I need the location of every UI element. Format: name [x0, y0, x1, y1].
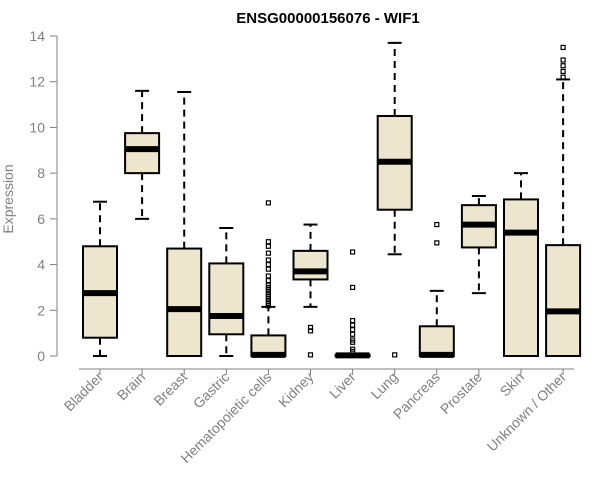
outlier-point	[560, 44, 566, 51]
box-brain	[124, 89, 161, 220]
box-pancreas	[418, 221, 455, 358]
y-tick-label: 12	[29, 74, 45, 90]
x-tick-label: Lung	[367, 369, 400, 402]
outlier-point	[265, 239, 271, 245]
y-tick-label: 4	[37, 257, 45, 273]
outlier-point	[265, 257, 271, 263]
outlier-point	[307, 328, 314, 334]
y-ticks: 0 2 4 6 8 10 12 14	[29, 28, 57, 364]
outlier-point	[434, 221, 440, 228]
y-tick-label: 6	[37, 211, 45, 227]
outlier-point	[350, 284, 356, 291]
y-tick-label: 0	[37, 348, 45, 364]
outlier-point	[350, 348, 356, 355]
box-gastric	[208, 227, 245, 357]
x-tick-label: Liver	[326, 369, 359, 402]
box-breast	[166, 91, 203, 357]
box-kidney	[292, 223, 329, 358]
x-tick-label: Pancreas	[390, 369, 443, 422]
outlier-point	[265, 250, 271, 256]
box-unknown-other	[545, 44, 582, 357]
iqr-box	[208, 262, 245, 336]
box-liver	[334, 249, 371, 359]
iqr-box	[418, 325, 455, 357]
y-axis-label: Expression	[0, 164, 16, 233]
outlier-point	[265, 200, 271, 206]
outlier-point	[350, 327, 356, 333]
outlier-point	[265, 266, 271, 272]
y-tick-label: 8	[37, 165, 45, 181]
y-tick-label: 2	[37, 302, 45, 318]
iqr-box	[292, 249, 329, 281]
boxes	[82, 41, 582, 359]
outlier-point	[265, 303, 271, 309]
x-tick-label: Bladder	[61, 369, 107, 415]
iqr-box	[503, 198, 539, 357]
outlier-point	[350, 331, 356, 337]
outlier-point	[350, 339, 356, 345]
outlier-point	[265, 261, 271, 268]
outlier-point	[265, 273, 271, 279]
x-tick-label: Breast	[150, 369, 190, 409]
x-tick-label: Prostate	[437, 369, 485, 417]
y-tick-label: 14	[29, 28, 45, 44]
outlier-point	[560, 74, 566, 80]
outlier-point	[350, 249, 356, 255]
box-bladder	[82, 200, 118, 357]
iqr-box	[166, 247, 203, 357]
outlier-point	[265, 277, 271, 284]
outlier-point	[265, 243, 271, 249]
box-lung	[376, 41, 413, 358]
iqr-box	[545, 244, 582, 357]
box-hematopoietic-cells	[250, 200, 287, 358]
iqr-box	[124, 132, 161, 175]
outlier-point	[307, 352, 314, 358]
outlier-point	[392, 352, 398, 358]
box-prostate	[460, 195, 497, 295]
outlier-point	[560, 63, 566, 69]
x-tick-label: Brain	[114, 369, 148, 403]
outlier-point	[434, 240, 440, 246]
x-tick-label: Skin	[497, 369, 528, 400]
x-tick-label: Kidney	[275, 369, 317, 411]
x-tick-label: Unknown / Other	[484, 369, 570, 455]
chart-title: ENSG00000156076 - WIF1	[236, 10, 419, 27]
outlier-point	[350, 322, 356, 328]
outlier-point	[560, 68, 566, 75]
outlier-point	[350, 317, 356, 324]
box-skin	[503, 172, 539, 357]
y-tick-label: 10	[29, 119, 45, 135]
outlier-point	[560, 57, 566, 63]
